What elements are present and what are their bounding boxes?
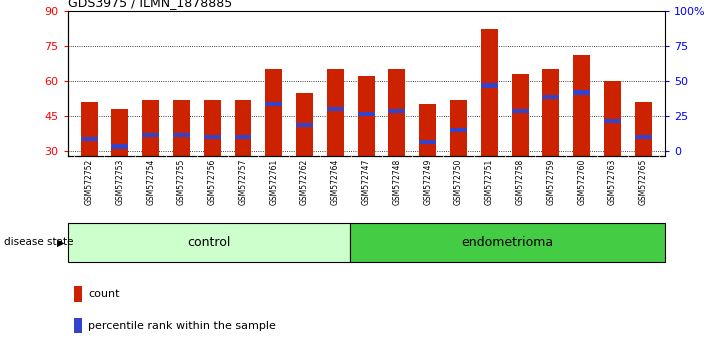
Text: GSM572758: GSM572758 bbox=[515, 159, 525, 205]
Bar bbox=[512, 74, 528, 156]
Bar bbox=[327, 107, 344, 111]
Text: GSM572761: GSM572761 bbox=[269, 159, 278, 205]
Bar bbox=[635, 135, 652, 139]
Text: GSM572753: GSM572753 bbox=[115, 159, 124, 205]
Bar bbox=[204, 99, 220, 156]
Text: percentile rank within the sample: percentile rank within the sample bbox=[88, 320, 277, 331]
Text: count: count bbox=[88, 289, 120, 299]
Text: control: control bbox=[187, 236, 230, 249]
Bar bbox=[296, 92, 313, 156]
Bar bbox=[351, 223, 665, 262]
Text: GSM572763: GSM572763 bbox=[608, 159, 617, 205]
Bar bbox=[112, 109, 129, 156]
Bar bbox=[512, 109, 528, 113]
Bar bbox=[235, 99, 252, 156]
Text: GSM572755: GSM572755 bbox=[177, 159, 186, 205]
Bar bbox=[604, 81, 621, 156]
Text: GSM572754: GSM572754 bbox=[146, 159, 155, 205]
Text: GSM572750: GSM572750 bbox=[454, 159, 463, 205]
Bar bbox=[142, 99, 159, 156]
Text: GSM572764: GSM572764 bbox=[331, 159, 340, 205]
Bar bbox=[481, 84, 498, 88]
Text: GSM572749: GSM572749 bbox=[423, 159, 432, 205]
Bar bbox=[419, 139, 437, 144]
Bar bbox=[388, 69, 405, 156]
Text: endometrioma: endometrioma bbox=[461, 236, 554, 249]
Text: disease state: disease state bbox=[4, 238, 73, 247]
Text: ▶: ▶ bbox=[56, 238, 64, 247]
Text: GSM572747: GSM572747 bbox=[362, 159, 370, 205]
Bar bbox=[80, 102, 97, 156]
Text: GDS3975 / ILMN_1878885: GDS3975 / ILMN_1878885 bbox=[68, 0, 232, 10]
Bar bbox=[481, 29, 498, 156]
Bar bbox=[542, 95, 560, 99]
Bar bbox=[68, 223, 351, 262]
Text: GSM572765: GSM572765 bbox=[638, 159, 648, 205]
Bar bbox=[327, 69, 344, 156]
Bar bbox=[358, 112, 375, 116]
Bar bbox=[265, 69, 282, 156]
Text: GSM572751: GSM572751 bbox=[485, 159, 494, 205]
Bar bbox=[573, 91, 590, 95]
Text: GSM572760: GSM572760 bbox=[577, 159, 586, 205]
Text: GSM572752: GSM572752 bbox=[85, 159, 94, 205]
Text: GSM572756: GSM572756 bbox=[208, 159, 217, 205]
Bar bbox=[542, 69, 560, 156]
Bar bbox=[204, 135, 220, 139]
Bar bbox=[450, 99, 467, 156]
Bar bbox=[388, 109, 405, 113]
Bar bbox=[142, 133, 159, 137]
Text: GSM572759: GSM572759 bbox=[546, 159, 555, 205]
Bar bbox=[80, 137, 97, 142]
Bar bbox=[112, 144, 129, 149]
Bar bbox=[573, 55, 590, 156]
Bar bbox=[296, 123, 313, 127]
Bar bbox=[358, 76, 375, 156]
Text: GSM572762: GSM572762 bbox=[300, 159, 309, 205]
Bar bbox=[173, 133, 190, 137]
Bar bbox=[73, 286, 82, 302]
Bar bbox=[450, 128, 467, 132]
Bar bbox=[265, 102, 282, 106]
Bar bbox=[604, 119, 621, 123]
Bar bbox=[173, 99, 190, 156]
Text: GSM572748: GSM572748 bbox=[392, 159, 402, 205]
Bar bbox=[73, 318, 82, 333]
Bar bbox=[419, 104, 437, 156]
Text: GSM572757: GSM572757 bbox=[238, 159, 247, 205]
Bar bbox=[235, 135, 252, 139]
Bar bbox=[635, 102, 652, 156]
